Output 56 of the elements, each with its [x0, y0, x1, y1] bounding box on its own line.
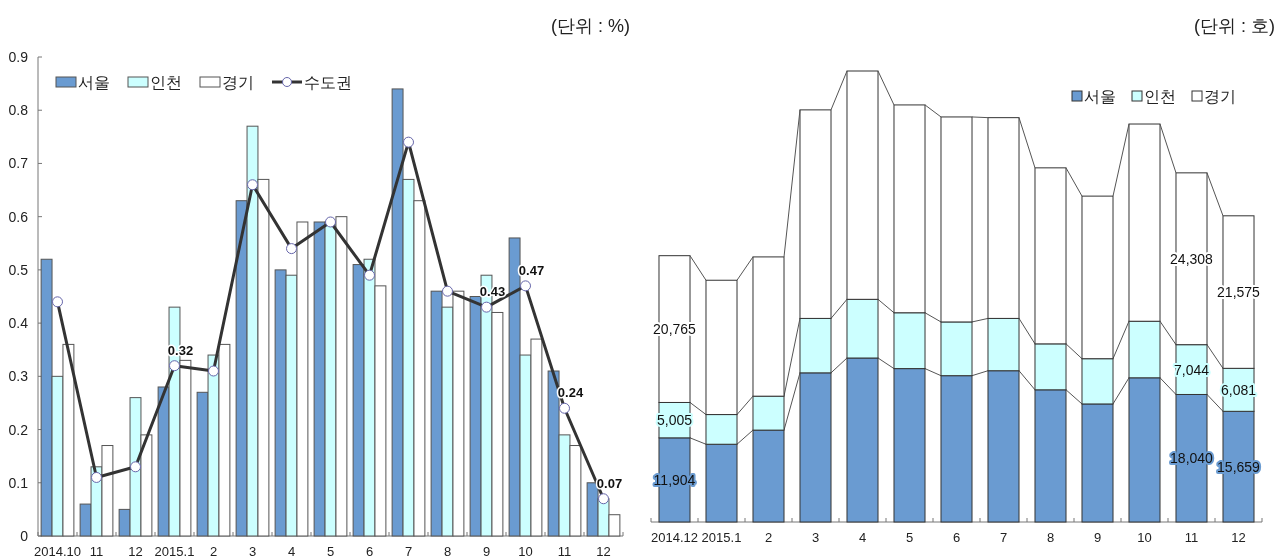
x-tick-label: 12	[596, 544, 611, 559]
legend-label: 수도권	[304, 74, 352, 91]
x-tick-label: 5	[905, 530, 914, 545]
x-tick-label: 11	[557, 544, 572, 559]
data-label: 0.07	[596, 475, 623, 491]
y-tick-label: 0.8	[8, 102, 29, 119]
x-tick-label: 11	[1184, 530, 1199, 545]
x-tick-label: 3	[248, 544, 257, 559]
x-tick-label: 8	[1046, 530, 1055, 545]
legend-label: 서울	[78, 74, 110, 91]
data-label: 5,005	[656, 412, 693, 429]
x-tick-label: 2	[209, 544, 218, 559]
x-tick-label: 2014.10	[34, 544, 81, 559]
y-tick-label: 0.7	[8, 155, 29, 172]
x-tick-label: 3	[811, 530, 820, 545]
y-tick-label: 0.9	[8, 49, 29, 65]
x-tick-label: 5	[326, 544, 335, 559]
text: (단위 : 호)	[1194, 16, 1275, 36]
x-tick-label: 2015.1	[154, 544, 195, 559]
y-tick-label: 0	[20, 528, 29, 544]
data-label: 24,308	[1170, 250, 1214, 267]
x-tick-label: 10	[518, 544, 533, 559]
x-tick-label: 8	[443, 544, 452, 559]
x-tick-label: 7	[404, 544, 413, 559]
legend-label: 서울	[1084, 88, 1116, 105]
y-tick-label: 0.2	[8, 421, 29, 438]
x-tick-label: 6	[365, 544, 374, 559]
y-tick-label: 0.5	[8, 261, 29, 278]
y-tick-label: 0.3	[8, 368, 29, 385]
data-label: 0.32	[167, 342, 194, 358]
x-tick-label: 9	[1093, 530, 1102, 545]
x-tick-label: 7	[999, 530, 1008, 545]
text: (단위 : %)	[551, 16, 630, 36]
x-tick-label: 10	[1137, 530, 1152, 545]
data-label: 7,044	[1173, 361, 1210, 378]
data-label: 0.43	[479, 284, 506, 300]
data-label: 20,765	[653, 321, 697, 338]
legend-label: 경기	[1204, 88, 1236, 105]
x-tick-label: 4	[287, 544, 296, 559]
x-tick-label: 4	[858, 530, 867, 545]
x-tick-label: 9	[482, 544, 491, 559]
y-tick-label: 0.4	[8, 315, 29, 332]
y-tick-label: 0.6	[8, 208, 29, 225]
x-tick-label: 2014.12	[651, 530, 698, 545]
data-label: 6,081	[1220, 381, 1257, 398]
legend-label: 인천	[150, 74, 182, 91]
legend-label: 경기	[222, 74, 254, 91]
legend-label: 인천	[1144, 88, 1176, 105]
y-tick-label: 0.1	[8, 474, 29, 491]
data-label: 21,575	[1217, 284, 1261, 301]
x-tick-label: 11	[89, 544, 104, 559]
x-tick-label: 2	[764, 530, 773, 545]
x-tick-label: 2015.1	[701, 530, 742, 545]
x-tick-label: 6	[952, 530, 961, 545]
x-tick-label: 12	[128, 544, 143, 559]
x-tick-label: 12	[1231, 530, 1246, 545]
